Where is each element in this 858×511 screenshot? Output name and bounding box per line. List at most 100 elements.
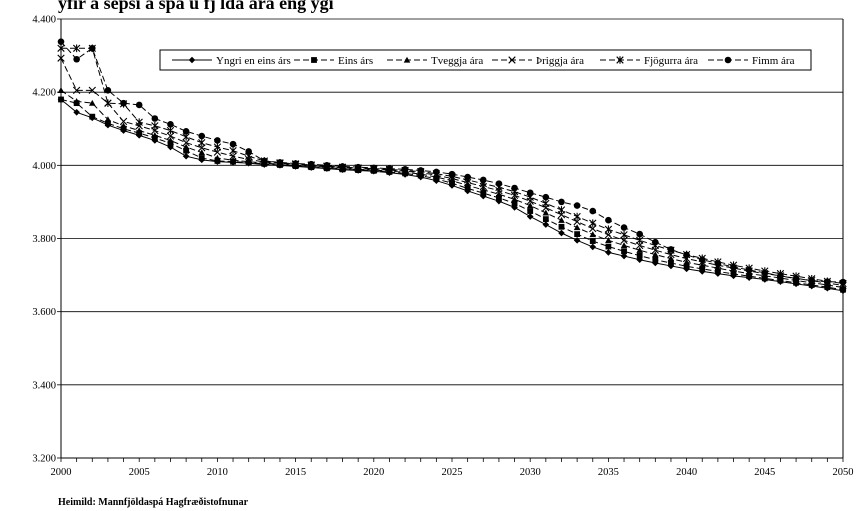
legend-marker [616, 56, 624, 64]
data-point [496, 194, 502, 201]
data-point [620, 231, 628, 239]
legend-box [159, 49, 812, 71]
data-point [370, 164, 378, 172]
y-tick-label: 4.400 [32, 15, 56, 26]
data-point [730, 263, 737, 271]
data-point [480, 190, 487, 197]
data-point [73, 55, 80, 63]
data-point [526, 202, 534, 209]
x-tick-label: 2000 [51, 467, 72, 478]
series-line [60, 41, 844, 283]
data-point [542, 199, 550, 208]
data-point [573, 212, 581, 221]
data-point [448, 170, 456, 178]
x-tick-label: 2015 [285, 467, 306, 478]
data-point [104, 99, 112, 107]
y-tick-label: 3.800 [32, 234, 56, 245]
data-point [636, 230, 643, 238]
data-point [401, 166, 409, 173]
legend-label: Eins árs [338, 55, 373, 67]
data-point [167, 143, 174, 151]
series-1 [57, 96, 847, 295]
data-point [668, 260, 674, 266]
data-point [339, 163, 346, 170]
series-line [60, 89, 844, 289]
data-point [558, 223, 565, 230]
data-point [214, 154, 221, 161]
legend: Yngri en eins árs Eins árs Tveggja ára Þrig… [159, 49, 812, 71]
data-point [620, 224, 628, 231]
data-point [73, 108, 80, 116]
data-point [198, 155, 205, 161]
data-point [714, 260, 722, 267]
x-tick-label: 2035 [598, 467, 619, 478]
y-tick-label: 3.400 [32, 380, 56, 391]
series-lines [57, 38, 847, 295]
data-point [120, 125, 127, 132]
source-note: Heimild: Mannfjöldaspá Hagfræðistofnunar [58, 497, 249, 508]
legend-marker [403, 56, 411, 63]
data-point [542, 221, 550, 228]
data-point [448, 177, 456, 184]
data-point [542, 193, 550, 201]
data-point [573, 202, 581, 209]
data-point [354, 163, 362, 171]
data-point [558, 216, 565, 223]
data-point [307, 160, 315, 168]
data-point [604, 231, 613, 239]
x-tick-label: 2050 [833, 467, 854, 478]
data-point [542, 209, 550, 216]
data-point [120, 99, 127, 107]
data-point [777, 272, 784, 280]
data-point [479, 176, 487, 184]
data-point [151, 132, 159, 138]
data-point [652, 251, 659, 258]
data-point [558, 229, 565, 237]
data-point [621, 248, 627, 255]
data-point [105, 120, 111, 127]
data-point [167, 140, 174, 147]
data-point [57, 44, 65, 53]
x-tick-label: 2030 [520, 467, 541, 478]
data-point [620, 236, 628, 245]
data-point [276, 159, 284, 166]
data-point [589, 231, 597, 238]
data-point [213, 143, 222, 151]
data-point [730, 267, 737, 274]
data-point [72, 44, 81, 53]
data-point [245, 158, 252, 165]
data-point [167, 121, 174, 128]
y-tick-label: 3.600 [32, 307, 56, 318]
data-point [839, 278, 847, 286]
series-line [60, 57, 844, 286]
data-point [589, 238, 596, 244]
data-point [119, 117, 128, 126]
series-5 [57, 44, 847, 288]
data-point [824, 278, 831, 285]
series-6 [57, 38, 847, 286]
data-point [589, 207, 597, 215]
data-point [58, 96, 64, 103]
data-point [479, 192, 487, 200]
series-line [60, 99, 844, 292]
x-tick-label: 2045 [754, 467, 775, 478]
data-point [104, 87, 112, 94]
data-point [151, 122, 159, 130]
legend-label: Þriggja ára [536, 55, 584, 67]
x-tick-label: 2005 [129, 467, 150, 478]
data-point [151, 115, 159, 122]
data-point [433, 168, 440, 176]
data-point [182, 138, 190, 147]
data-point [635, 236, 644, 245]
data-point [511, 184, 518, 192]
data-point [417, 167, 425, 174]
data-point [495, 180, 503, 187]
data-point [214, 137, 221, 144]
data-point [604, 225, 613, 234]
data-point [72, 86, 81, 95]
y-tick-label: 4.200 [32, 88, 56, 99]
data-point [652, 256, 659, 263]
data-point [542, 216, 549, 223]
x-tick-label: 2040 [676, 467, 697, 478]
data-point [620, 252, 628, 260]
